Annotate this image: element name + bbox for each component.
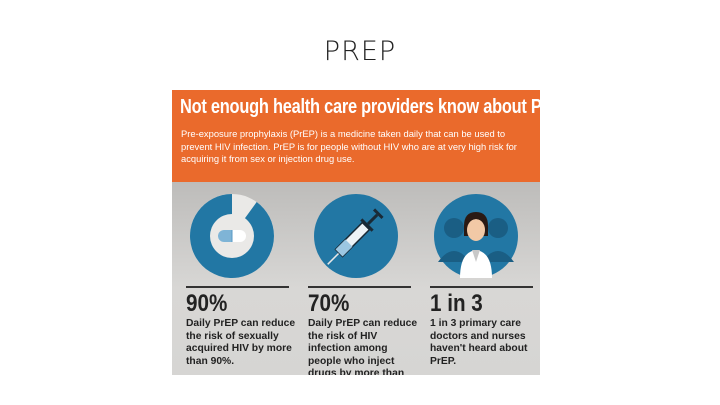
stat-description-1-in-3: 1 in 3 primary care doctors and nurses h… bbox=[430, 318, 528, 367]
stat-value-90: 90% bbox=[186, 290, 228, 317]
divider bbox=[186, 286, 289, 288]
banner-title: Not enough health care providers know ab… bbox=[180, 96, 540, 118]
prep-infographic: Not enough health care providers know ab… bbox=[172, 90, 540, 375]
stat-value-70: 70% bbox=[308, 290, 350, 317]
stat-column-providers: 1 in 3 1 in 3 primary care doctors and n… bbox=[422, 182, 540, 375]
doctor-nurse-icon bbox=[430, 192, 526, 282]
slide-title: PREP bbox=[323, 36, 397, 67]
stat-description-90: Daily PrEP can reduce the risk of sexual… bbox=[186, 318, 296, 367]
stat-value-1-in-3: 1 in 3 bbox=[430, 290, 483, 317]
divider bbox=[308, 286, 411, 288]
stat-description-70: Daily PrEP can reduce the risk of HIV in… bbox=[308, 318, 418, 375]
stat-column-drug-use: 70% Daily PrEP can reduce the risk of HI… bbox=[300, 182, 418, 375]
header-banner: Not enough health care providers know ab… bbox=[172, 90, 540, 182]
pie-chart-pill-icon bbox=[186, 192, 282, 282]
banner-description: Pre-exposure prophylaxis (PrEP) is a med… bbox=[181, 128, 517, 164]
divider bbox=[430, 286, 533, 288]
stat-column-sexual-risk: 90% Daily PrEP can reduce the risk of se… bbox=[178, 182, 296, 375]
syringe-icon bbox=[308, 192, 404, 282]
stats-panel: 90% Daily PrEP can reduce the risk of se… bbox=[172, 182, 540, 375]
